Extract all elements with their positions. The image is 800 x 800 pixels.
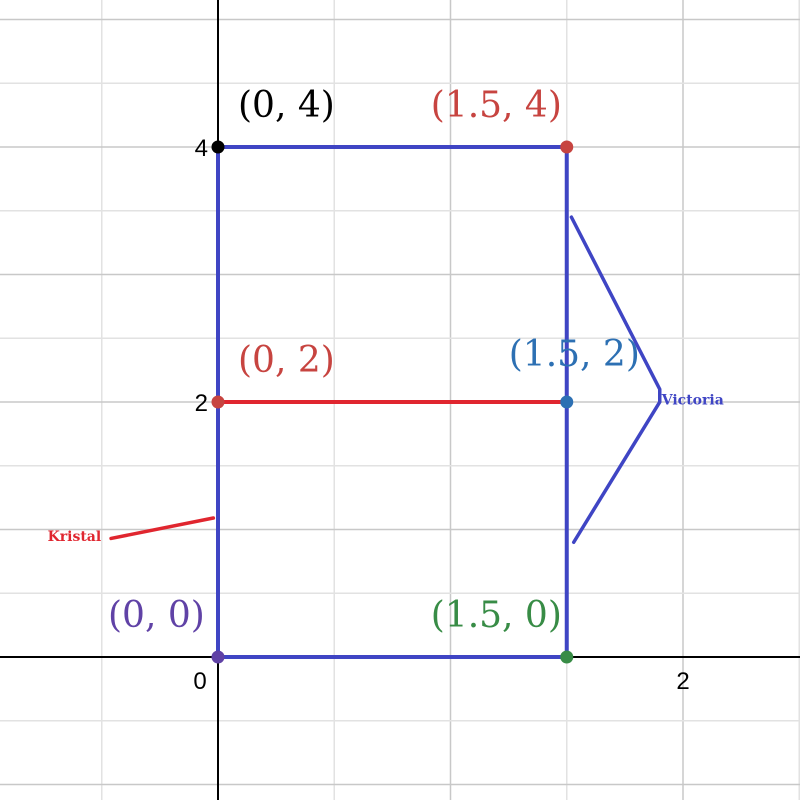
x-tick-label: 0 — [193, 668, 206, 695]
point-label: (0, 2) — [238, 340, 335, 381]
y-tick-label: 4 — [195, 135, 208, 162]
data-point — [211, 140, 225, 154]
point-label: (1.5, 4) — [431, 85, 562, 126]
y-tick-label: 2 — [195, 390, 208, 417]
x-tick-label: 2 — [676, 668, 689, 695]
annotation-label: Victoria — [661, 392, 724, 408]
point-label: (1.5, 2) — [509, 334, 640, 375]
point-label: (0, 4) — [238, 85, 335, 126]
annotation-label: Kristal — [48, 529, 102, 545]
annotation-pointer — [569, 215, 662, 544]
point-label: (1.5, 0) — [431, 595, 562, 636]
point-label: (0, 0) — [108, 595, 205, 636]
data-point — [211, 395, 225, 409]
annotation-pointer — [109, 516, 216, 541]
data-point — [560, 395, 574, 409]
data-point — [211, 650, 225, 664]
data-point — [560, 140, 574, 154]
data-point — [560, 650, 574, 664]
